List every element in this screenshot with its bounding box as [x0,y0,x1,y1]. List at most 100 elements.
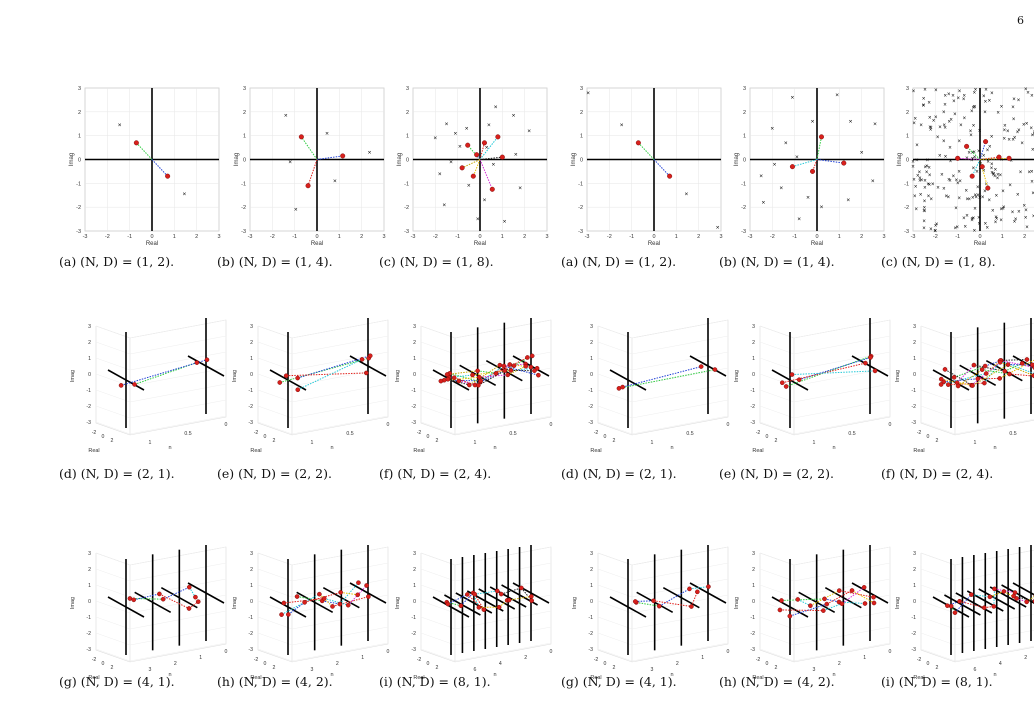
grid-line [421,569,455,581]
grid-line [292,384,388,402]
z-tick-label: -1 [411,615,416,621]
z-tick-label: 2 [250,567,253,573]
z-axis-label: Imag [395,370,401,382]
cross-mark: × [445,121,449,128]
grid-line [421,358,455,370]
data-point [657,604,661,608]
grid-line [921,390,955,402]
data-point [953,611,957,615]
grid-line [955,627,1034,645]
cross-mark: × [922,226,926,232]
grid-line [258,569,292,581]
real-tick-label: -2 [92,430,97,436]
y-tick-label: 2 [580,110,583,116]
real-tick-label: 2 [273,665,276,671]
real-tick-label: 2 [936,665,939,671]
z-tick-label: 0 [752,599,755,605]
cross-mark: × [973,228,977,234]
z-tick-label: -2 [911,631,916,637]
cross-mark: × [990,91,994,97]
z-tick-label: 2 [590,340,593,346]
caption-right-g: (g) (N, D) = (4, 1). [561,674,677,689]
cross-mark: × [936,186,940,192]
grid-line [921,649,955,661]
cross-mark: × [1024,87,1028,93]
grid-line [258,585,292,597]
data-point [863,361,867,365]
grid-line [955,320,1034,338]
real-tick-label: -2 [917,430,922,436]
grid-line [598,406,632,418]
x-tick-label: -1 [955,234,960,240]
data-point [621,385,625,389]
cross-mark: × [182,191,186,198]
data-point [969,593,973,597]
x-tick-label: 1 [838,234,841,240]
y-tick-label: -3 [404,229,409,235]
data-point [507,598,511,602]
caption-left-c: (c) (N, D) = (1, 8). [379,254,494,269]
data-point [476,383,480,387]
data-point [502,364,506,368]
x-axis-label: Real [648,241,660,247]
cross-mark: × [1016,192,1020,198]
grid-line [292,627,388,645]
real-tick-label: 2 [936,438,939,444]
data-point [132,598,136,602]
data-point [822,597,826,601]
grid-line [421,617,455,629]
cross-mark: × [977,149,981,155]
y-tick-label: 1 [906,134,909,140]
data-point [964,144,969,149]
x-tick-label: -2 [770,234,775,240]
data-point [471,174,476,179]
z-tick-label: -2 [750,404,755,410]
x-tick-label: 3 [719,234,722,240]
y-tick-label: 2 [78,110,81,116]
grid-line [794,416,890,434]
cross-mark: × [871,178,875,185]
cross-mark: × [977,216,981,222]
grid-line [258,406,292,418]
y-tick-label: -3 [741,229,746,235]
real-tick-label: 0 [264,661,267,667]
z-axis-label: Imag [895,597,901,609]
data-point [356,593,360,597]
n-axis-label: n [493,672,496,678]
cross-mark: × [483,197,487,204]
cross-mark: × [938,154,942,160]
cross-mark: × [934,229,938,235]
data-point [945,604,949,608]
data-point [840,602,844,606]
data-point [330,604,334,608]
cross-mark: × [1000,105,1004,111]
grid-line [292,352,388,370]
x-tick-label: 3 [217,234,220,240]
y-tick-label: -1 [904,181,909,187]
grid-line [760,406,794,418]
cross-mark: × [1011,210,1015,216]
data-point [779,598,783,602]
z-tick-label: 2 [88,567,91,573]
z-tick-label: -1 [750,615,755,621]
cross-mark: × [929,197,933,203]
y-tick-label: 1 [78,134,81,140]
y-tick-label: 3 [906,86,909,92]
grid-line [598,342,632,354]
data-point [476,369,480,373]
z-tick-label: 0 [250,599,253,605]
x-tick-label: -2 [105,234,110,240]
z-axis-label: Imag [734,370,740,382]
cross-mark: × [518,185,522,192]
grid-line [632,320,728,338]
cross-mark: × [924,165,928,171]
grid-line [421,585,455,597]
grid-line [760,633,794,645]
data-point [1007,156,1012,161]
z-tick-label: 1 [88,583,91,589]
